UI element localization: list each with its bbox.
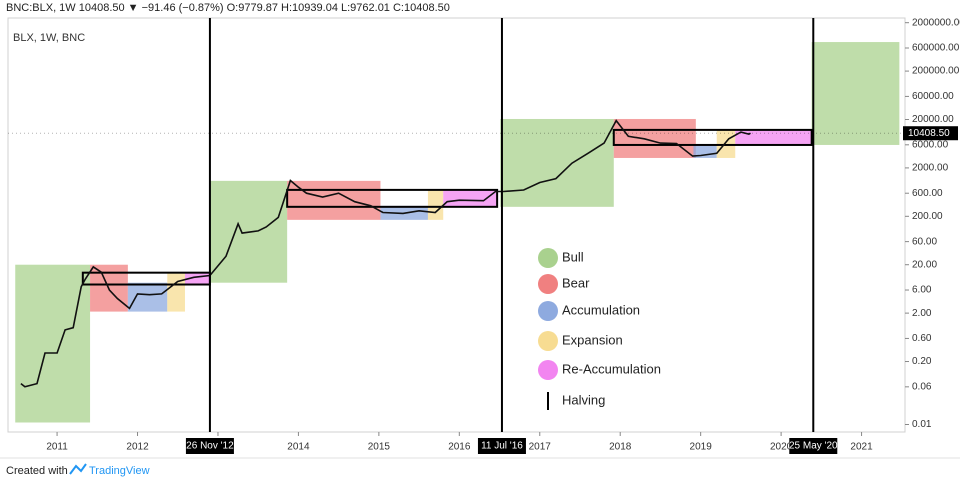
halving-label: 26 Nov '12: [186, 441, 234, 452]
phase-box: [716, 129, 736, 158]
x-tick-label: 2017: [529, 442, 552, 453]
halving-tag: [477, 438, 526, 454]
halving-label: 25 May '20: [789, 441, 838, 452]
y-tick-label: 6000.00: [912, 139, 949, 150]
legend-swatch: [538, 274, 558, 294]
halving-tag: [185, 438, 234, 454]
x-tick-label: 2020: [770, 442, 793, 453]
legend-label: Bull: [562, 249, 584, 264]
legend-swatch: [538, 301, 558, 321]
legend-label: Accumulation: [562, 302, 640, 317]
phase-box: [443, 189, 498, 207]
legend-swatch: [538, 331, 558, 351]
price-tag-label: 10408.50: [908, 128, 950, 139]
price-line: [20, 119, 751, 388]
range-box: [286, 188, 499, 208]
y-tick-label: 200.00: [912, 211, 943, 222]
phase-box: [287, 180, 381, 220]
x-tick-label: 2019: [690, 442, 713, 453]
y-tick-label: 200000.00: [912, 66, 960, 77]
y-tick-label: 60000.00: [912, 91, 954, 102]
x-tick-label: 2018: [609, 442, 632, 453]
range-box: [612, 128, 813, 146]
phase-box: [613, 118, 696, 158]
y-tick-label: 0.06: [912, 381, 932, 392]
y-tick-label: 0.20: [912, 356, 932, 367]
x-tick-label: 2012: [126, 442, 149, 453]
phase-box: [500, 118, 614, 207]
legend-label: Expansion: [562, 332, 623, 347]
legend-swatch: [538, 360, 558, 380]
halving-tag: [789, 438, 838, 454]
price-tag: [903, 126, 958, 141]
phase-box: [15, 264, 91, 423]
y-tick-label: 2000000.00: [912, 17, 960, 28]
legend-label: Bear: [562, 275, 590, 290]
phase-box: [735, 129, 812, 145]
y-tick-label: 2.00: [912, 308, 932, 319]
phase-box: [811, 42, 900, 145]
header: BNC:BLX, 1W 10408.50 ▼ −91.46 (−0.87%) O…: [6, 2, 450, 14]
x-tick-label: 2016: [448, 442, 471, 453]
plot: 2000000.00 600000.00 200000.00 60000.00 2000…: [8, 17, 960, 454]
y-tick-label: 0.01: [912, 419, 932, 430]
legend-label: Re-Accumulation: [562, 361, 661, 376]
footer-brand: TradingView: [89, 465, 150, 477]
y-tick-label: 20000.00: [912, 114, 954, 125]
phase-box: [184, 272, 210, 285]
phase-box: [167, 272, 185, 312]
x-tick-label: 2011: [46, 442, 68, 453]
logo: [69, 463, 87, 475]
y-tick-label: 600000.00: [912, 43, 960, 54]
y-tick-label: 20.00: [912, 259, 937, 270]
x-tick-label: 2021: [850, 442, 873, 453]
legend-swatch: [538, 248, 558, 268]
halving-label: 11 Jul '16: [481, 441, 523, 452]
series-label: BLX, 1W, BNC: [13, 32, 85, 44]
x-tick-label: 2015: [368, 442, 391, 453]
y-tick-label: 2000.00: [912, 163, 949, 174]
phase-box: [127, 282, 168, 312]
footer-text: Created with: [6, 465, 68, 477]
legend-label: Halving: [562, 392, 605, 407]
y-tick-label: 0.60: [912, 333, 932, 344]
phase-box: [427, 189, 444, 220]
y-tick-label: 60.00: [912, 236, 937, 247]
y-tick-label: 600.00: [912, 188, 943, 199]
plot-frame: [7, 17, 906, 433]
x-tick-label: 2014: [287, 442, 310, 453]
y-tick-label: 6.00: [912, 285, 932, 296]
